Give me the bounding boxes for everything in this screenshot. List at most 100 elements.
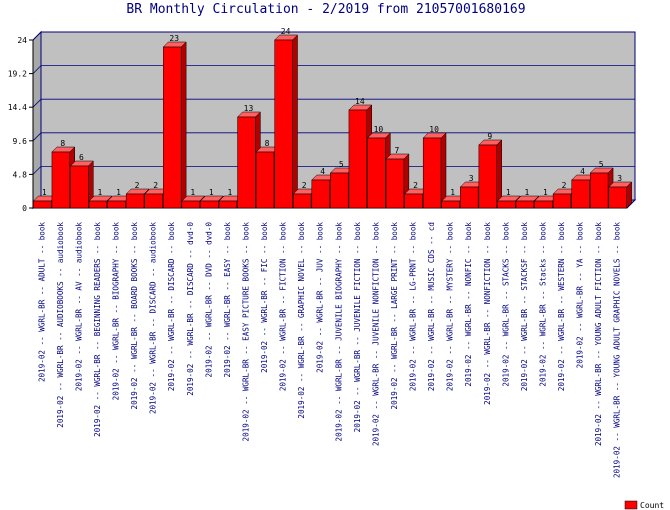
bar-front xyxy=(608,186,627,209)
x-tick-label: 2019-02 -- WGRL-BR -- STACKSF -- book xyxy=(520,222,529,392)
bars xyxy=(32,34,633,209)
bar-side xyxy=(440,132,447,209)
bar-front xyxy=(589,172,609,209)
y-tick-label: 14.4 xyxy=(8,103,27,112)
bar xyxy=(69,160,94,209)
bar-value-label: 7 xyxy=(395,146,400,155)
bar-value-label: 2 xyxy=(413,181,418,190)
bar-front xyxy=(404,193,423,209)
bar-front xyxy=(441,200,460,209)
bar-value-label: 1 xyxy=(98,188,103,197)
x-tick-label: 2019-02 -- WGRL-BR -- AUDIOBOOKS -- audi… xyxy=(56,222,65,428)
bar-value-label: 1 xyxy=(190,188,195,197)
x-tick-label: 2019-02 -- WGRL-BR -- LARGE PRINT -- boo… xyxy=(390,222,399,410)
bar-value-label: 1 xyxy=(42,188,47,197)
x-tick-label: 2019-02 -- WGRL-BR -- FIC -- book xyxy=(260,222,269,373)
bar-front xyxy=(255,151,275,209)
bar-value-label: 10 xyxy=(374,125,384,134)
x-tick-label: 2019-02 -- WGRL-BR -- JUVENILE NONFICTIO… xyxy=(371,222,380,446)
bar-front xyxy=(51,151,71,209)
bar-front xyxy=(144,193,163,209)
bar-value-label: 1 xyxy=(506,188,511,197)
x-tick-label: 2019-02 -- WGRL-BR -- LG-PRNT -- book xyxy=(409,222,418,392)
grid-line xyxy=(32,65,635,74)
bar-front xyxy=(385,158,405,209)
x-tick-label: 2019-02 -- WGRL-BR -- BEGINNING READERS … xyxy=(93,222,102,437)
x-tick-label: 2019-02 -- WGRL-BR -- MYSTERY -- book xyxy=(446,222,455,392)
bar xyxy=(422,132,447,209)
x-tick-label: 2019-02 -- WGRL-BR -- ADULT -- book xyxy=(37,222,46,382)
bar-value-label: 24 xyxy=(281,27,291,36)
bar-value-label: 4 xyxy=(580,167,585,176)
x-tick-label: 2019-02 -- WGRL-BR -- BIOGRAPHY -- book xyxy=(112,222,121,401)
x-tick-label: 2019-02 -- WGRL-BR -- DVD -- dvd-0 xyxy=(204,222,213,378)
bar-value-label: 14 xyxy=(355,97,365,106)
x-tick-label: 2019-02 -- WGRL-BR -- EASY PICTURE BOOKS… xyxy=(241,222,250,442)
bar-value-label: 1 xyxy=(543,188,548,197)
bar xyxy=(162,41,187,209)
bar-front xyxy=(460,186,479,209)
bar-value-label: 9 xyxy=(487,132,492,141)
bar-front xyxy=(33,200,52,209)
y-tick-label: 4.8 xyxy=(13,170,28,179)
bar xyxy=(274,34,299,209)
bar-value-label: 1 xyxy=(116,188,121,197)
bar-value-label: 1 xyxy=(524,188,529,197)
bar-front xyxy=(125,193,145,209)
x-tick-label: 2019-02 -- WGRL-BR -- WESTERN -- book xyxy=(557,222,566,392)
x-tick-label: 2019-02 -- WGRL-BR -- NONFICTION -- book xyxy=(483,222,492,405)
bar-front xyxy=(274,39,293,209)
x-tick-label: 2019-02 -- WGRL-BR -- STACKS -- book xyxy=(501,222,510,387)
grid-line xyxy=(32,98,635,108)
x-tick-label: 2019-02 -- WGRL-BR -- GRAPHIC NOVEL -- b… xyxy=(297,222,306,419)
bar-front xyxy=(534,200,553,209)
x-tick-label: 2019-02 -- WGRL-BR -- AV -- audiobook xyxy=(74,222,83,392)
bar-front xyxy=(88,200,108,209)
grid-line xyxy=(32,31,635,41)
bar-front xyxy=(311,179,330,209)
x-tick-label: 2019-02 -- WGRL-BR -- DISCARD -- book xyxy=(167,222,176,392)
bar-front xyxy=(107,200,126,209)
x-tick-label: 2019-02 -- WGRL-BR -- DISCARD -- audiobo… xyxy=(149,222,158,414)
y-tick-label: 9.6 xyxy=(13,137,28,146)
x-tick-label: 2019-02 -- WGRL-BR -- YOUNG ADULT GRAPHI… xyxy=(613,222,622,478)
x-tick-label: 2019-02 -- WGRL-BR -- NONFIC -- book xyxy=(464,222,473,387)
x-tick-label: 2019-02 -- WGRL-BR -- JUVENILE FICTION -… xyxy=(353,222,362,433)
y-tick-label: 19.2 xyxy=(8,70,27,79)
bar-front xyxy=(163,46,182,209)
bar-front xyxy=(200,200,219,209)
bar-front xyxy=(218,200,238,209)
x-tick-label: 2019-02 -- WGRL-BR -- EASY -- book xyxy=(223,222,232,378)
bar-front xyxy=(292,193,312,209)
bar-value-label: 8 xyxy=(60,139,65,148)
bar-front xyxy=(181,200,200,209)
legend-swatch xyxy=(624,500,638,510)
legend: Count xyxy=(624,500,664,510)
y-tick-label: 24 xyxy=(17,36,27,45)
bar-value-label: 1 xyxy=(209,188,214,197)
bar-value-label: 3 xyxy=(617,174,622,183)
bar-front xyxy=(330,172,349,209)
bar-value-label: 2 xyxy=(562,181,567,190)
bar-value-label: 3 xyxy=(469,174,474,183)
bar-front xyxy=(478,144,497,209)
bar-value-label: 10 xyxy=(429,125,439,134)
bar-front xyxy=(497,200,516,209)
bar-value-label: 13 xyxy=(244,104,254,113)
y-tick-label: 0 xyxy=(22,204,27,213)
x-tick-label: 2019-02 -- WGRL-BR -- YA -- book xyxy=(576,222,585,369)
bar-front xyxy=(515,200,535,209)
bar-front xyxy=(552,193,572,209)
bar-value-label: 1 xyxy=(450,188,455,197)
bar-front xyxy=(571,179,590,209)
bar xyxy=(478,139,503,209)
bar-front xyxy=(70,165,89,209)
x-tick-label: 2019-02 -- WGRL-BR -- Stacks -- book xyxy=(538,222,547,387)
bar-value-label: 23 xyxy=(169,34,179,43)
x-tick-label: 2019-02 -- WGRL-BR -- DISCARD -- dvd-0 xyxy=(186,222,195,396)
x-tick-label: 2019-02 -- WGRL-BR -- MUSIC CDS -- cd xyxy=(427,222,436,391)
legend-label: Count xyxy=(640,501,664,510)
x-tick-label: 2019-02 -- WGRL-BR -- JUV -- book xyxy=(316,222,325,373)
